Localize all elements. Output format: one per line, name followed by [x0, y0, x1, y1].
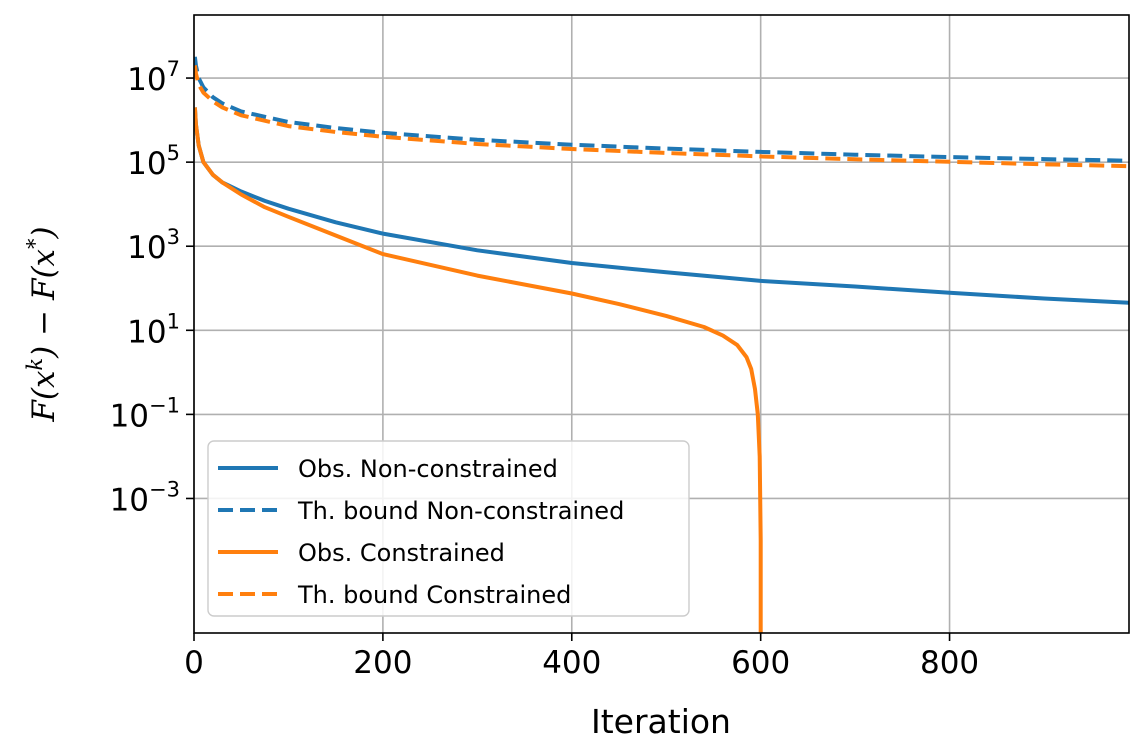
legend-label-obs-non-constrained: Obs. Non-constrained	[298, 455, 558, 483]
y-axis-title-sup-k: k	[23, 358, 47, 371]
series-line-obs-non-constrained	[194, 107, 1129, 305]
y-tick-label-base: 10	[110, 398, 149, 434]
y-tick-label-exponent: 7	[167, 57, 180, 81]
series-line-th-bound-constrained	[194, 65, 1129, 169]
y-tick-label-exponent: 3	[167, 225, 180, 249]
y-tick-label-1e3: 103	[127, 225, 180, 266]
y-tick-label-exponent: 1	[167, 309, 180, 333]
legend: Obs. Non-constrained Th. bound Non-constr…	[207, 440, 690, 617]
x-tick-label-800: 800	[920, 645, 979, 681]
y-tick-label-base: 10	[127, 62, 166, 98]
series-lines	[194, 56, 1129, 633]
y-axis-title-prefix: F(x	[26, 370, 62, 423]
y-axis-title-sup-star: *	[23, 238, 47, 249]
y-tick-label-base: 10	[127, 146, 166, 182]
axis-ticks	[186, 77, 951, 641]
x-tick-label-600: 600	[731, 645, 790, 681]
legend-box	[207, 440, 690, 617]
y-tick-label-base: 10	[127, 314, 166, 350]
x-tick-label-400: 400	[542, 645, 601, 681]
y-tick-label-exponent: −3	[149, 477, 180, 501]
y-axis-title-suffix: )	[26, 226, 62, 239]
y-axis-title-middle: ) − F(x	[26, 248, 62, 358]
y-tick-label-1e5: 105	[127, 141, 180, 182]
legend-entries: Obs. Non-constrained Th. bound Non-constr…	[218, 455, 624, 609]
y-tick-label-1e-1: 10−1	[110, 393, 180, 434]
legend-label-obs-constrained: Obs. Constrained	[298, 539, 505, 567]
y-tick-label-exponent: −1	[149, 393, 180, 417]
y-tick-label-base: 10	[110, 482, 149, 518]
y-tick-label-base: 10	[127, 230, 166, 266]
plot-frame	[193, 14, 1130, 634]
x-tick-label-0: 0	[184, 645, 204, 681]
legend-label-th-bound-non-constrained: Th. bound Non-constrained	[297, 497, 624, 525]
y-axis-title: F(xk) − F(x*)	[23, 226, 62, 422]
series-line-obs-constrained	[194, 107, 763, 633]
x-axis-title: Iteration	[591, 702, 731, 741]
y-tick-label-1e-3: 10−3	[110, 477, 180, 518]
y-tick-label-exponent: 5	[167, 141, 180, 165]
x-tick-labels: 0 200 400 600 800	[184, 645, 979, 681]
x-tick-label-200: 200	[353, 645, 412, 681]
series-line-th-bound-non-constrained	[194, 56, 1129, 163]
legend-label-th-bound-constrained: Th. bound Constrained	[297, 581, 571, 609]
y-tick-label-1e1: 101	[127, 309, 180, 350]
y-tick-label-1e7: 107	[127, 57, 180, 98]
